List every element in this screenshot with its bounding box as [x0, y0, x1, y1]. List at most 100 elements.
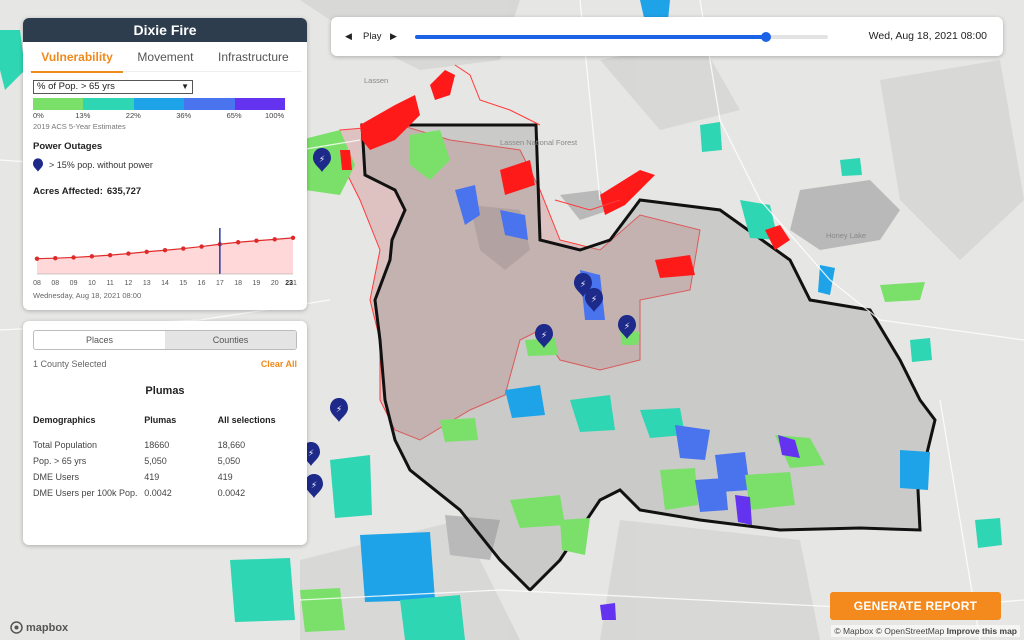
table-row: Pop. > 65 yrs 5,050 5,050: [33, 453, 307, 469]
legend-swatch: [234, 98, 286, 110]
acres-point: [34, 256, 40, 261]
acres-point: [254, 238, 259, 243]
table-row: Total Population 18660 18,660: [33, 437, 307, 453]
x-tick-label: 17: [216, 280, 224, 287]
outage-legend-text: > 15% pop. without power: [49, 160, 153, 170]
row-label: DME Users: [33, 472, 80, 482]
header-county: Plumas: [144, 415, 177, 425]
acres-point: [144, 249, 149, 254]
outage-markers: ⚡ ⚡ ⚡ ⚡ ⚡ ⚡ ⚡ ⚡: [302, 148, 636, 498]
panel-tabs: Vulnerability Movement Infrastructure: [29, 42, 301, 73]
legend-tick-label: 100%: [265, 111, 285, 120]
legend-ticks: 0% 13% 22% 36% 65% 100%: [33, 110, 295, 121]
timeline-handle[interactable]: [761, 32, 772, 42]
improve-map-link[interactable]: Improve this map: [946, 626, 1017, 636]
timeline-slider[interactable]: [415, 32, 828, 42]
acres-point: [162, 248, 168, 253]
row-all-value: 18,660: [217, 440, 246, 450]
acres-value: 635,727: [106, 186, 142, 197]
acres-point: [107, 252, 113, 258]
tab-infrastructure[interactable]: Infrastructure: [218, 49, 289, 64]
tab-movement[interactable]: Movement: [137, 49, 194, 64]
x-tick-label: 15: [179, 280, 187, 287]
chevron-down-icon: ▼: [181, 82, 189, 91]
x-tick-label: 19: [253, 280, 261, 287]
x-tick-label: 08: [33, 280, 41, 287]
acres-point: [89, 254, 95, 259]
x-tick-label: 14: [161, 280, 169, 287]
acres-area: [37, 237, 293, 274]
clear-all-button[interactable]: Clear All: [260, 359, 297, 369]
mapbox-logo[interactable]: mapbox: [10, 621, 68, 634]
current-datetime: Wed, Aug 18, 2021 08:00: [868, 30, 987, 42]
county-title: Plumas: [145, 385, 185, 397]
map-label-lassen: Lassen: [364, 76, 389, 85]
outage-marker-icon: [33, 158, 43, 172]
acres-point: [199, 244, 204, 249]
power-outages-title: Power Outages: [33, 141, 103, 152]
legend-swatch: [33, 98, 84, 110]
burn-area: [339, 124, 701, 441]
row-county-value: 5,050: [144, 456, 167, 466]
timeline-fill: [415, 35, 767, 39]
play-button[interactable]: Play: [363, 31, 382, 42]
legend-swatch: [83, 98, 134, 110]
mapbox-copyright[interactable]: © Mapbox: [834, 626, 874, 636]
generate-report-button[interactable]: GENERATE REPORT: [830, 592, 1001, 620]
table-row: DME Users per 100k Pop. 0.0042 0.0042: [33, 485, 307, 501]
x-tick-label-last: 23: [285, 280, 293, 287]
row-all-value: 0.0042: [217, 488, 246, 498]
legend-swatch: [184, 98, 235, 110]
row-county-value: 18660: [144, 440, 170, 450]
osm-copyright[interactable]: © OpenStreetMap: [875, 626, 945, 636]
table-row: DME Users 419 419: [33, 469, 307, 485]
legend-source: 2019 ACS 5-Year Estimates: [33, 122, 126, 131]
x-tick-label: 16: [198, 280, 206, 287]
map-attribution: © Mapbox © OpenStreetMap Improve this ma…: [831, 625, 1020, 637]
svg-text:⚡: ⚡: [624, 322, 630, 332]
row-all-value: 5,050: [217, 456, 241, 466]
legend-color-bar: [33, 98, 286, 110]
x-tick-label: 18: [234, 280, 242, 287]
acres-point: [126, 251, 131, 256]
svg-text:⚡: ⚡: [336, 405, 342, 415]
acres-point: [272, 237, 277, 242]
acres-point: [71, 255, 76, 260]
x-tick-label: 12: [125, 280, 133, 287]
svg-text:⚡: ⚡: [591, 295, 597, 305]
metric-select[interactable]: % of Pop. > 65 yrs ▼: [33, 80, 193, 94]
row-label: Pop. > 65 yrs: [33, 456, 87, 466]
fire-title: Dixie Fire: [23, 18, 307, 42]
step-back-icon[interactable]: ◀: [345, 31, 352, 41]
demographics-table: Demographics Plumas All selections Total…: [33, 415, 307, 501]
acres-point: [53, 256, 58, 261]
map-label-lassen-forest: Lassen National Forest: [500, 138, 578, 147]
step-forward-icon[interactable]: ▶: [390, 31, 397, 41]
mapbox-logo-icon: [10, 621, 23, 634]
timeline-bar: ◀ Play ▶ Wed, Aug 18, 2021 08:00: [331, 17, 1003, 56]
acres-point: [290, 235, 296, 241]
toggle-counties[interactable]: Counties: [165, 331, 296, 349]
header-demographics: Demographics: [33, 415, 96, 425]
metric-select-value: % of Pop. > 65 yrs: [37, 81, 115, 92]
mapbox-logo-text: mapbox: [26, 621, 69, 634]
x-tick-label: 13: [143, 280, 151, 287]
row-county-value: 0.0042: [144, 488, 172, 498]
legend-tick-label: 0%: [33, 111, 44, 120]
acres-point: [235, 240, 241, 245]
header-all: All selections: [217, 415, 276, 425]
chart-date: Wednesday, Aug 18, 2021 08:00: [33, 291, 142, 300]
selection-count: 1 County Selected: [33, 359, 107, 369]
legend-swatch: [133, 98, 185, 110]
row-county-value: 419: [144, 472, 160, 482]
power-outage-legend: > 15% pop. without power: [33, 158, 307, 172]
acres-point: [181, 246, 186, 251]
acres-label: Acres Affected:: [33, 186, 103, 197]
places-counties-toggle: Places Counties: [33, 330, 297, 350]
row-label: Total Population: [33, 440, 98, 450]
toggle-places[interactable]: Places: [85, 335, 113, 345]
tab-vulnerability[interactable]: Vulnerability: [31, 44, 123, 73]
legend-tick-label: 65%: [226, 111, 242, 120]
